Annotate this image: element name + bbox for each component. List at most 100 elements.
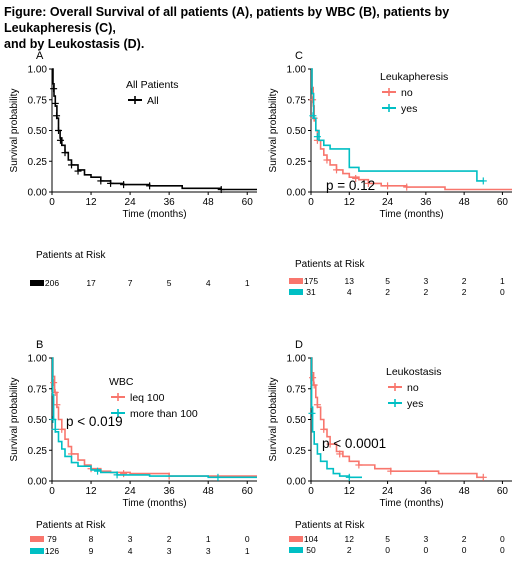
risk-count: 2 <box>347 545 352 555</box>
p-value-annotation: p < 0.0001 <box>322 436 386 451</box>
risk-table-title: Patients at Risk <box>295 520 365 531</box>
risk-count: 4 <box>206 278 211 288</box>
y-tick-label: 0.00 <box>287 477 307 488</box>
y-tick-label: 0.50 <box>287 415 307 426</box>
y-tick-label: 0.25 <box>287 446 307 457</box>
y-axis-label: Survival probability <box>9 89 20 173</box>
legend-entry: yes <box>401 103 417 115</box>
risk-row-key <box>289 278 303 284</box>
x-tick-label: 24 <box>125 197 137 208</box>
risk-row-key <box>30 280 44 286</box>
risk-count: 31 <box>306 287 316 297</box>
risk-count: 1 <box>245 546 250 556</box>
risk-count: 13 <box>345 276 355 286</box>
x-tick-label: 24 <box>382 197 394 208</box>
x-axis-label: Time (months) <box>122 209 186 220</box>
risk-count: 4 <box>128 546 133 556</box>
x-axis-label: Time (months) <box>122 498 186 509</box>
y-axis-label: Survival probability <box>9 378 20 462</box>
risk-count: 0 <box>423 545 428 555</box>
x-tick-label: 60 <box>242 486 254 497</box>
risk-count: 104 <box>304 534 318 544</box>
risk-row-key <box>30 536 44 542</box>
y-tick-label: 0.75 <box>28 384 48 395</box>
y-tick-label: 0.00 <box>28 477 48 488</box>
risk-count: 5 <box>167 278 172 288</box>
y-tick-label: 0.75 <box>287 384 307 395</box>
risk-row-key <box>289 536 303 542</box>
y-tick-label: 0.75 <box>287 95 307 106</box>
risk-count: 2 <box>462 276 467 286</box>
risk-count: 0 <box>385 545 390 555</box>
risk-count: 2 <box>167 534 172 544</box>
risk-count: 3 <box>423 534 428 544</box>
y-tick-label: 0.25 <box>28 157 48 168</box>
risk-count: 3 <box>167 546 172 556</box>
risk-table-title: Patients at Risk <box>36 520 106 531</box>
figure-title-line-1: Figure: Overall Survival of all patients… <box>4 5 450 35</box>
risk-row-key <box>30 548 44 554</box>
legend-entry: yes <box>407 398 423 410</box>
y-tick-label: 0.25 <box>287 157 307 168</box>
y-tick-label: 0.00 <box>287 188 307 199</box>
km-curve-yes <box>310 357 362 479</box>
risk-count: 0 <box>245 534 250 544</box>
y-tick-label: 0.75 <box>28 95 48 106</box>
risk-row-key <box>289 547 303 553</box>
risk-count: 2 <box>462 534 467 544</box>
x-tick-label: 36 <box>164 486 176 497</box>
risk-table-title: Patients at Risk <box>36 250 106 261</box>
legend-title: WBC <box>109 376 134 388</box>
risk-count: 3 <box>206 546 211 556</box>
risk-count: 0 <box>462 545 467 555</box>
risk-count: 1 <box>500 276 505 286</box>
x-tick-label: 48 <box>459 486 471 497</box>
risk-count: 5 <box>385 534 390 544</box>
x-tick-label: 36 <box>164 197 176 208</box>
x-tick-label: 36 <box>420 197 432 208</box>
y-tick-label: 1.00 <box>28 65 48 76</box>
y-tick-label: 0.50 <box>287 126 307 137</box>
panel-D: D 0.00 0.25 0.50 0.75 1.00 0 12 24 36 48 60 Time (mo… <box>268 339 512 555</box>
risk-count: 0 <box>500 287 505 297</box>
risk-count: 3 <box>128 534 133 544</box>
x-tick-label: 48 <box>203 197 215 208</box>
panel-label: B <box>36 339 43 351</box>
y-tick-label: 1.00 <box>287 65 307 76</box>
risk-count: 17 <box>86 278 96 288</box>
risk-count: 0 <box>500 545 505 555</box>
x-tick-label: 48 <box>203 486 215 497</box>
y-tick-label: 0.50 <box>28 126 48 137</box>
risk-count: 4 <box>347 287 352 297</box>
y-tick-label: 1.00 <box>287 354 307 365</box>
risk-count: 2 <box>462 287 467 297</box>
y-tick-label: 0.00 <box>28 188 48 199</box>
legend-title: Leukapheresis <box>380 71 448 83</box>
legend-entry: no <box>401 87 413 99</box>
panel-label: D <box>295 339 303 351</box>
x-tick-label: 0 <box>308 197 314 208</box>
risk-count: 50 <box>306 545 316 555</box>
y-tick-label: 1.00 <box>28 354 48 365</box>
panel-A: A 0.00 0.25 0.50 0.75 1.00 0 12 24 36 48 60 Time (mo… <box>9 50 257 288</box>
x-tick-label: 0 <box>308 486 314 497</box>
km-curve-yes <box>311 68 484 182</box>
legend-title: Leukostasis <box>386 366 441 378</box>
panel-label: A <box>36 50 44 62</box>
legend-entry: All <box>147 95 159 107</box>
x-axis-label: Time (months) <box>379 498 443 509</box>
risk-table-title: Patients at Risk <box>295 259 365 270</box>
risk-count: 2 <box>423 287 428 297</box>
x-tick-label: 24 <box>125 486 137 497</box>
panel-label: C <box>295 50 303 62</box>
x-tick-label: 12 <box>344 197 356 208</box>
risk-count: 9 <box>89 546 94 556</box>
y-axis-label: Survival probability <box>268 89 279 173</box>
x-tick-label: 60 <box>242 197 254 208</box>
risk-count: 206 <box>45 278 59 288</box>
legend-title: All Patients <box>126 79 179 91</box>
risk-count: 1 <box>245 278 250 288</box>
legend-entry: no <box>407 382 419 394</box>
